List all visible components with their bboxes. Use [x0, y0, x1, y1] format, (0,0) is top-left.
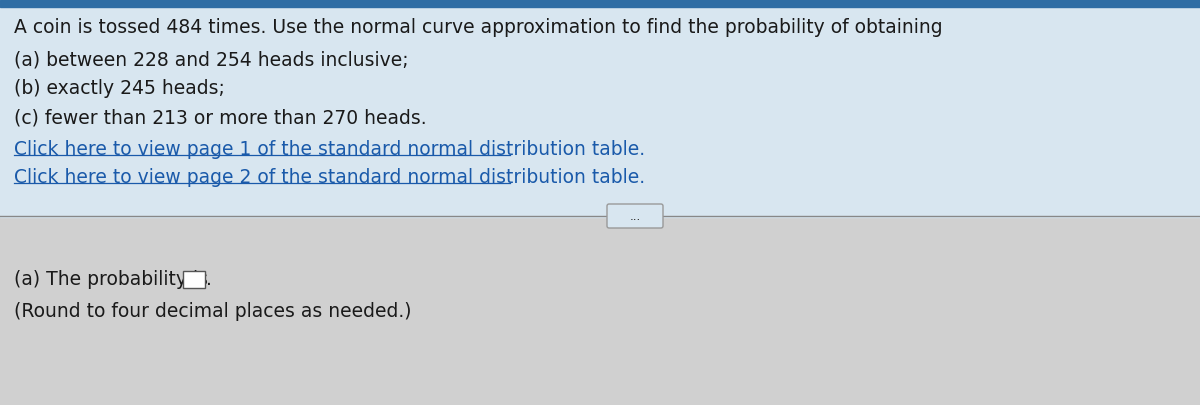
Text: (a) between 228 and 254 heads inclusive;: (a) between 228 and 254 heads inclusive; — [14, 50, 409, 69]
Text: Click here to view page 2 of the standard normal distribution table.: Click here to view page 2 of the standar… — [14, 168, 646, 187]
Text: (b) exactly 245 heads;: (b) exactly 245 heads; — [14, 79, 224, 98]
Text: A coin is tossed 484 times. Use the normal curve approximation to find the proba: A coin is tossed 484 times. Use the norm… — [14, 18, 943, 37]
Text: (a) The probability is: (a) The probability is — [14, 270, 208, 289]
Text: Click here to view page 1 of the standard normal distribution table.: Click here to view page 1 of the standar… — [14, 140, 646, 159]
Text: (Round to four decimal places as needed.): (Round to four decimal places as needed.… — [14, 302, 412, 321]
Bar — [0, 0, 1200, 217]
Text: .: . — [206, 270, 212, 289]
Bar — [0, 0, 1200, 7]
Text: ...: ... — [629, 209, 641, 222]
Bar — [184, 271, 205, 288]
Text: (c) fewer than 213 or more than 270 heads.: (c) fewer than 213 or more than 270 head… — [14, 108, 427, 127]
FancyBboxPatch shape — [607, 204, 662, 228]
